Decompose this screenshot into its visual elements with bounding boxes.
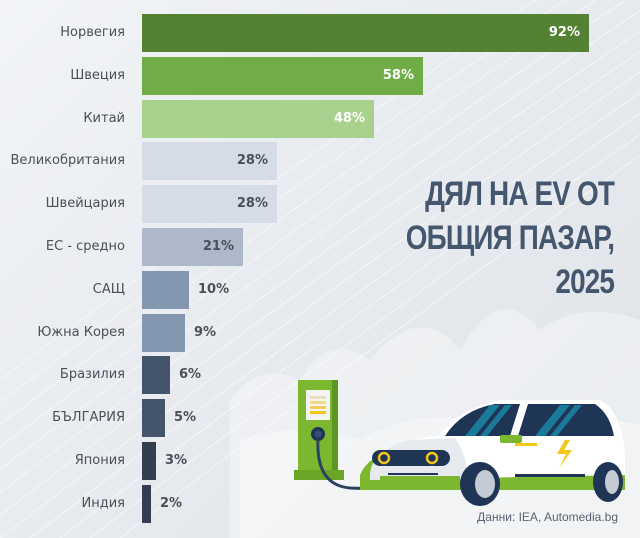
bar-value-label: 3% — [165, 453, 188, 468]
bar-value-label: 92% — [548, 25, 580, 40]
bar-category-label: Швеция — [70, 67, 125, 83]
bar-value-label: 10% — [198, 281, 230, 297]
bar-row: Индия 2% — [0, 484, 640, 523]
bar — [142, 442, 156, 480]
bar-row: Норвегия 92% — [0, 14, 640, 52]
electric-car-icon — [360, 400, 625, 506]
charging-station-icon — [294, 380, 344, 480]
bar-category-label: Бразилия — [59, 367, 125, 383]
bar — [142, 270, 189, 309]
bar — [142, 14, 589, 52]
bar-category-label: Япония — [74, 453, 125, 468]
bar-value-label: 6% — [179, 367, 202, 383]
bar-row: САЩ 10% — [0, 270, 640, 309]
bar — [142, 185, 277, 224]
bar — [142, 399, 165, 438]
bar-category-label: Южна Корея — [37, 324, 125, 340]
bar-row: БЪЛГАРИЯ 5% — [0, 399, 640, 438]
bar-value-label: 58% — [382, 67, 414, 83]
bar-category-label: Норвегия — [60, 25, 125, 40]
bar-row: Швейцария 28% — [0, 185, 640, 224]
data-source-note: Данни: IEA, Automedia.bg — [477, 510, 618, 524]
bar-row: Китай 48% — [0, 99, 640, 138]
bar-category-label: САЩ — [92, 281, 125, 297]
bar-value-label: 21% — [202, 239, 234, 254]
title-line-2: ОБЩИЯ ПАЗАР, — [405, 219, 615, 257]
bar — [142, 484, 151, 523]
bar — [142, 56, 423, 95]
ev-charging-illustration — [294, 380, 625, 506]
bar-value-label: 28% — [236, 153, 268, 169]
bar-category-label: БЪЛГАРИЯ — [52, 410, 125, 426]
bar-category-label: Китай — [83, 110, 125, 126]
bar — [142, 142, 277, 181]
bar-value-label: 2% — [160, 495, 183, 511]
title-line-1: ДЯЛ НА EV ОТ — [424, 175, 615, 213]
bar-value-label: 5% — [174, 410, 197, 426]
bar — [142, 228, 243, 266]
bar-category-label: ЕС - средно — [45, 239, 125, 254]
chart-title: ДЯЛ НА EV ОТ ОБЩИЯ ПАЗАР, 2025 — [405, 172, 615, 304]
bar — [142, 99, 374, 138]
bar-value-label: 48% — [333, 110, 365, 126]
bar-row: ЕС - средно 21% — [0, 228, 640, 266]
bar-category-label: Великобритания — [10, 153, 125, 169]
bar-value-label: 9% — [194, 324, 217, 340]
bar-row: Великобритания 28% — [0, 142, 640, 181]
bar-value-label: 28% — [236, 196, 268, 212]
bar — [142, 313, 185, 352]
bar-row: Япония 3% — [0, 442, 640, 480]
bar-category-label: Швейцария — [45, 196, 125, 212]
bar — [142, 356, 170, 395]
bar-row: Швеция 58% — [0, 56, 640, 95]
bar-category-label: Индия — [81, 495, 125, 511]
bar-row: Южна Корея 9% — [0, 313, 640, 352]
bar-row: Бразилия 6% — [0, 356, 640, 395]
title-line-3: 2025 — [555, 263, 615, 301]
